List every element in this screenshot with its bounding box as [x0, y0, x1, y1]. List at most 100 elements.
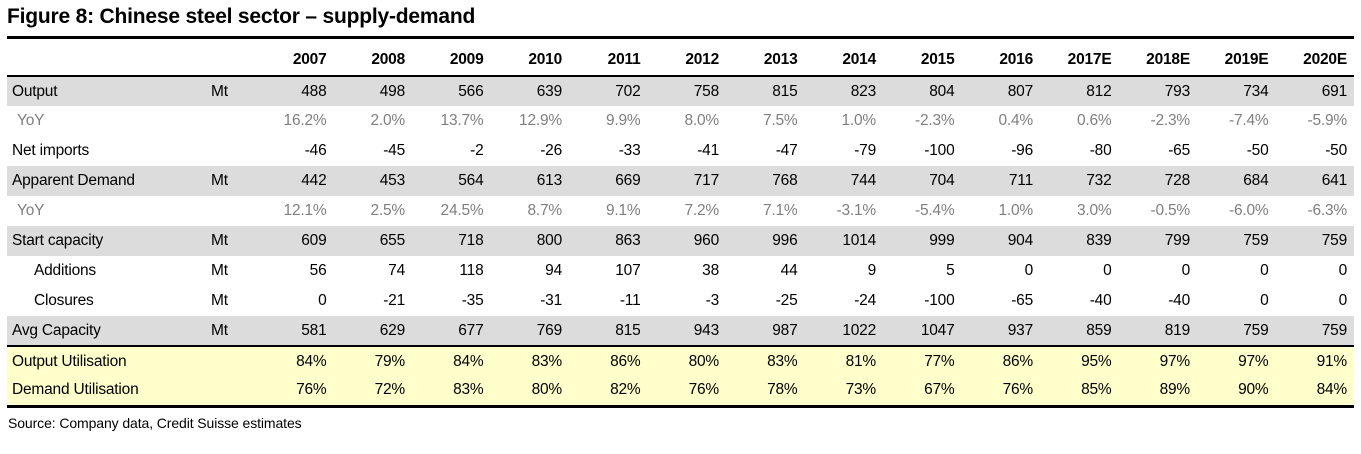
- value-cell: -35: [461, 292, 484, 309]
- value-cell: 744: [804, 166, 883, 196]
- value-cell: 81%: [804, 346, 883, 376]
- value-cell: -80: [1089, 142, 1112, 159]
- value-cell: -33: [618, 142, 641, 159]
- value-cell: 83%: [490, 346, 569, 376]
- value-cell: 2.5%: [370, 202, 405, 219]
- value-cell: -25: [775, 292, 798, 309]
- table-row-start-capacity: Start capacity Mt 609 655 718 800 863 960 996 101…: [7, 226, 1354, 256]
- value-cell: -45: [383, 142, 405, 159]
- year-column-header: 2009: [412, 48, 491, 77]
- value-cell: 758: [647, 76, 726, 106]
- value-cell: 702: [569, 76, 648, 106]
- source-note: Source: Company data, Credit Suisse esti…: [8, 414, 302, 431]
- value-cell: 72%: [333, 376, 412, 406]
- year-column-header: 2020E: [1275, 48, 1354, 77]
- value-cell: 77%: [883, 346, 962, 376]
- value-cell: 793: [1118, 76, 1197, 106]
- row-unit: Mt: [211, 292, 228, 309]
- row-unit: [209, 196, 255, 226]
- value-cell: 1.0%: [998, 202, 1033, 219]
- value-cell: -26: [540, 142, 562, 159]
- table-header: 2007 2008 2009 2010 2011 2012 2013 2014 2015 2016…: [7, 48, 1354, 77]
- value-cell: -100: [924, 142, 955, 159]
- value-cell: 97%: [1197, 346, 1276, 376]
- value-cell: 83%: [726, 346, 805, 376]
- year-column-header: 2008: [333, 48, 412, 77]
- value-cell: -65: [1168, 142, 1190, 159]
- value-cell: -50: [1246, 142, 1269, 159]
- value-cell: 759: [1197, 316, 1276, 347]
- value-cell: 86%: [569, 346, 648, 376]
- value-cell: 859: [1040, 316, 1119, 347]
- value-cell: -6.0%: [1229, 202, 1269, 219]
- value-cell: -5.4%: [915, 202, 955, 219]
- value-cell: 86%: [961, 346, 1040, 376]
- value-cell: 684: [1197, 166, 1276, 196]
- value-cell: 987: [726, 316, 805, 347]
- year-column-header: 2011: [569, 48, 648, 77]
- row-unit: [209, 136, 255, 166]
- value-cell: 78%: [726, 376, 805, 406]
- value-cell: 84%: [255, 346, 334, 376]
- value-cell: 94: [545, 262, 562, 279]
- value-cell: 691: [1275, 76, 1354, 106]
- year-column-header: 2017E: [1040, 48, 1119, 77]
- table-row-net-imports: Net imports -46 -45 -2 -26 -33 -41 -47 -79 -100 -9…: [7, 136, 1354, 166]
- table-row-yoy: YoY 16.2% 2.0% 13.7% 12.9% 9.9% 8.0% 7.5% 1.0% -2…: [7, 106, 1354, 136]
- value-cell: 564: [412, 166, 491, 196]
- value-cell: 704: [883, 166, 962, 196]
- value-cell: 629: [333, 316, 412, 347]
- value-cell: 9: [867, 262, 877, 279]
- value-cell: 1.0%: [841, 112, 876, 129]
- value-cell: 1047: [883, 316, 962, 347]
- value-cell: 79%: [333, 346, 412, 376]
- figure-panel: Figure 8: Chinese steel sector – supply-…: [7, 5, 1354, 431]
- value-cell: -24: [854, 292, 876, 309]
- value-cell: 639: [490, 76, 569, 106]
- value-cell: 2.0%: [370, 112, 405, 129]
- row-label: Demand Utilisation: [7, 376, 209, 406]
- row-label: YoY: [17, 112, 45, 129]
- value-cell: 9.9%: [605, 112, 641, 129]
- row-label: Start capacity: [7, 226, 209, 256]
- value-cell: 768: [726, 166, 805, 196]
- row-unit: Mt: [209, 316, 255, 347]
- value-cell: -2.3%: [1150, 112, 1191, 129]
- value-cell: -50: [1325, 142, 1347, 159]
- value-cell: 90%: [1197, 376, 1276, 406]
- value-cell: 12.1%: [283, 202, 327, 219]
- value-cell: -40: [1089, 292, 1112, 309]
- value-cell: 566: [412, 76, 491, 106]
- value-cell: -3: [705, 292, 720, 309]
- value-cell: 677: [412, 316, 491, 347]
- value-cell: 0: [318, 292, 327, 309]
- value-cell: 996: [726, 226, 805, 256]
- value-cell: 815: [569, 316, 648, 347]
- value-cell: 0: [1338, 262, 1348, 279]
- value-cell: 904: [961, 226, 1040, 256]
- table-row-avg-capacity: Avg Capacity Mt 581 629 677 769 815 943 987 1022 1…: [7, 316, 1354, 347]
- row-unit: Mt: [211, 262, 228, 279]
- value-cell: 80%: [647, 346, 726, 376]
- value-cell: 581: [255, 316, 334, 347]
- row-label: YoY: [17, 202, 45, 219]
- supply-demand-table: 2007 2008 2009 2010 2011 2012 2013 2014 2015 2016…: [7, 48, 1354, 408]
- table-row-output-utilisation: Output Utilisation 84% 79% 84% 83% 86% 80% 83% 8…: [7, 346, 1354, 376]
- value-cell: -2: [470, 142, 484, 159]
- value-cell: -3.1%: [836, 202, 877, 219]
- value-cell: 1022: [804, 316, 883, 347]
- value-cell: 13.7%: [440, 112, 484, 129]
- table-row-yoy: YoY 12.1% 2.5% 24.5% 8.7% 9.1% 7.2% 7.1% -3.1% -5…: [7, 196, 1354, 226]
- value-cell: 498: [333, 76, 412, 106]
- value-cell: 0: [1338, 292, 1348, 309]
- value-cell: 759: [1275, 226, 1354, 256]
- row-label: Apparent Demand: [7, 166, 209, 196]
- value-cell: 0.6%: [1076, 112, 1112, 129]
- value-cell: 1014: [804, 226, 883, 256]
- table-row-demand-utilisation: Demand Utilisation 76% 72% 83% 80% 82% 76% 78% 7…: [7, 376, 1354, 406]
- value-cell: -31: [540, 292, 562, 309]
- value-cell: -100: [924, 292, 955, 309]
- value-cell: -65: [1011, 292, 1033, 309]
- value-cell: 800: [490, 226, 569, 256]
- value-cell: -40: [1168, 292, 1190, 309]
